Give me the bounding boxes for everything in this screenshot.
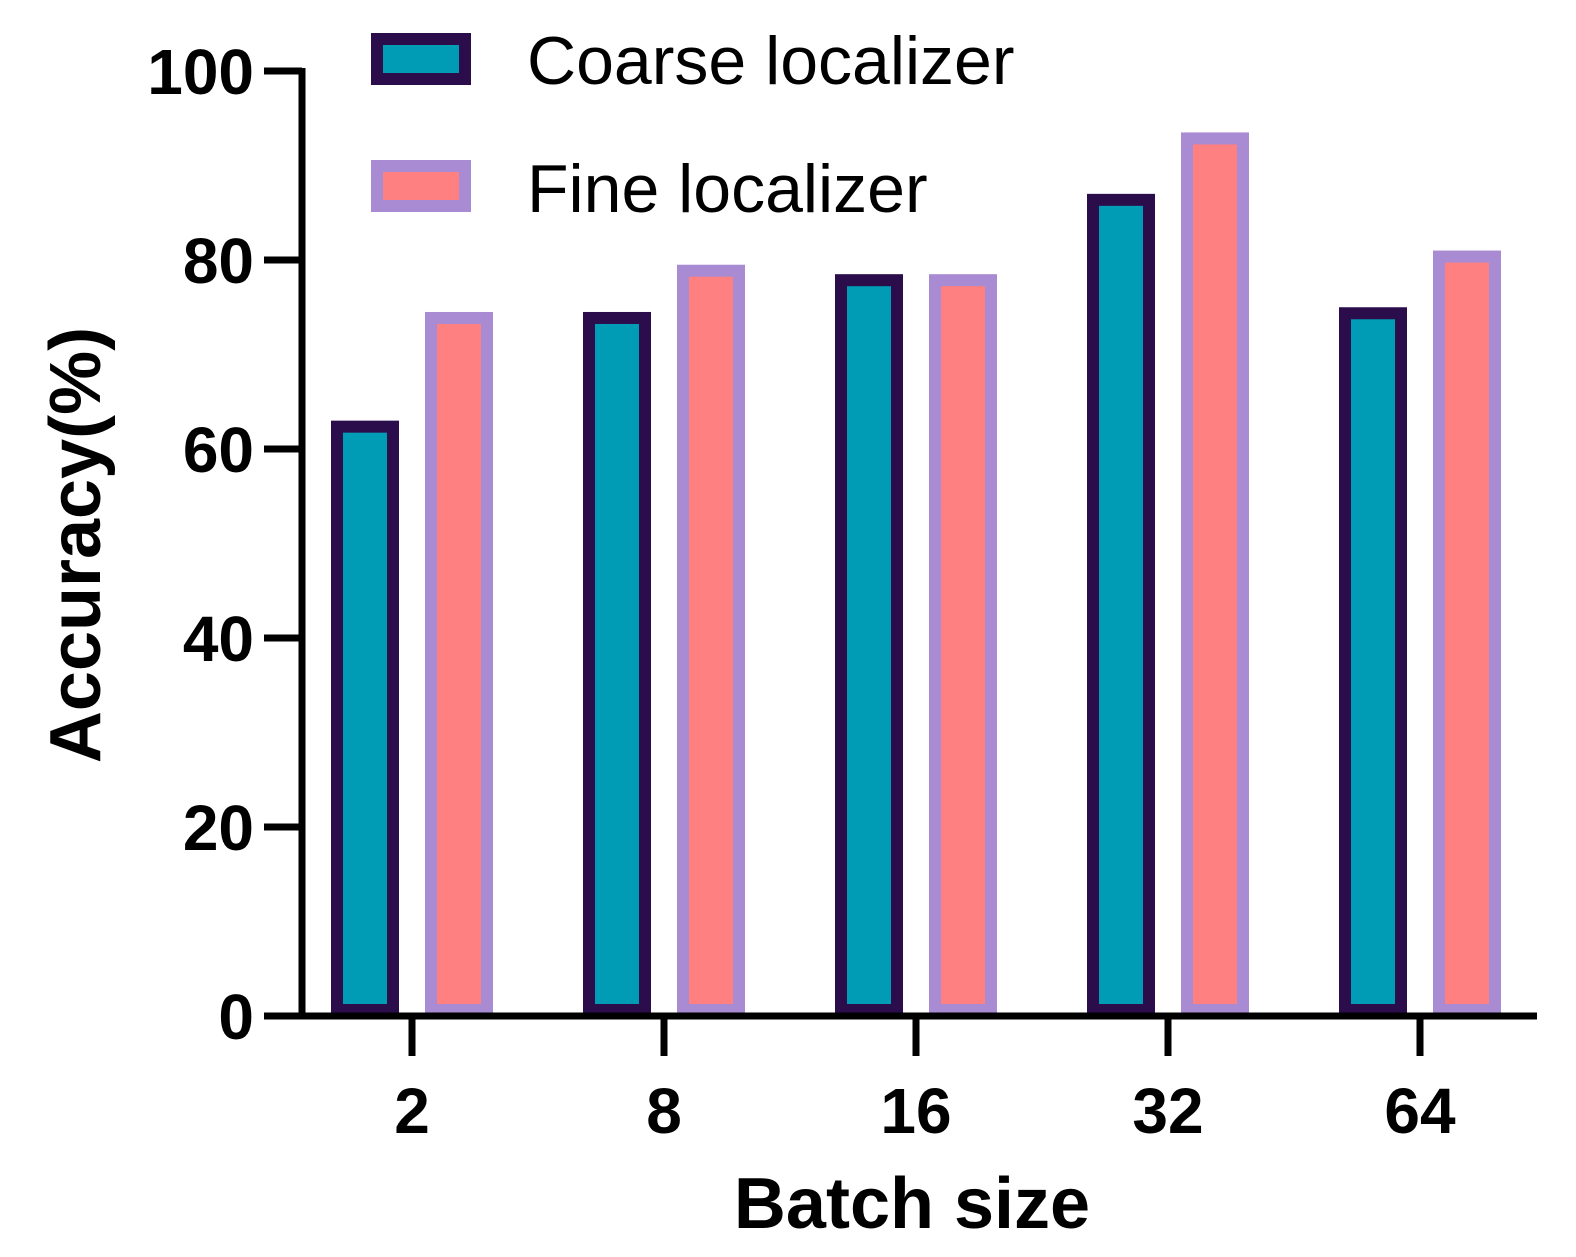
- legend-swatch-coarse: [371, 33, 471, 85]
- y-tick-label: 40: [183, 603, 254, 675]
- x-tick-label: 8: [646, 1075, 682, 1147]
- x-axis-ticks: 2 8 16 32 64: [394, 1016, 1456, 1147]
- fine-bar-32: [1181, 132, 1249, 1017]
- coarse-bar-32: [1087, 193, 1155, 1017]
- fine-bar-2: [425, 311, 493, 1017]
- legend-label-fine: Fine localizer: [527, 151, 928, 227]
- fine-bar-64: [1433, 250, 1501, 1016]
- x-tick-label: 16: [880, 1075, 951, 1147]
- legend-item-fine: Fine localizer: [371, 151, 928, 227]
- fine-bar-16: [929, 274, 997, 1016]
- x-axis-title: Batch size: [734, 1164, 1090, 1244]
- y-tick-label: 80: [183, 225, 254, 297]
- coarse-bar-16: [835, 274, 903, 1016]
- bars-layer: [331, 132, 1501, 1017]
- y-axis-ticks: 0 20 40 60 80 100: [147, 36, 302, 1053]
- y-tick-label: 100: [147, 36, 254, 108]
- fine-bar-8: [677, 264, 745, 1017]
- y-tick-label: 0: [218, 981, 254, 1053]
- legend: Coarse localizer Fine localizer: [371, 23, 1015, 227]
- x-tick-label: 32: [1132, 1075, 1203, 1147]
- y-axis-title: Accuracy(%): [36, 327, 116, 763]
- coarse-bar-64: [1339, 307, 1407, 1016]
- y-tick-label: 60: [183, 414, 254, 486]
- legend-label-coarse: Coarse localizer: [527, 23, 1015, 99]
- coarse-bar-2: [331, 420, 399, 1016]
- y-tick-label: 20: [183, 792, 254, 864]
- legend-swatch-fine: [371, 160, 471, 212]
- x-tick-label: 2: [394, 1075, 430, 1147]
- legend-item-coarse: Coarse localizer: [371, 23, 1015, 99]
- x-tick-label: 64: [1384, 1075, 1456, 1147]
- coarse-bar-8: [583, 311, 651, 1017]
